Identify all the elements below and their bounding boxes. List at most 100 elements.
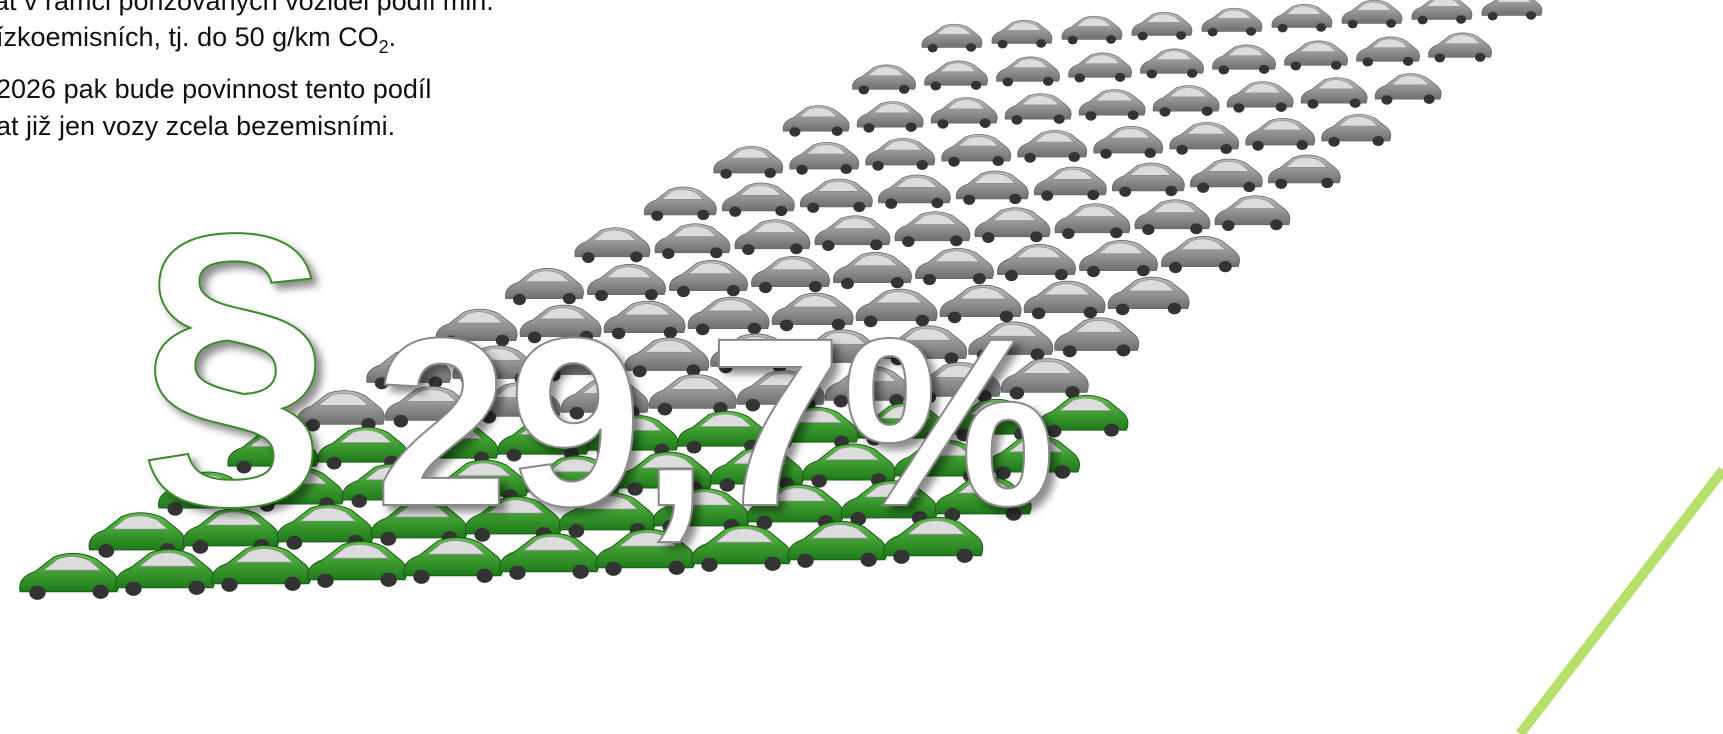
wheel bbox=[1168, 303, 1181, 315]
wheel bbox=[1142, 224, 1154, 235]
wheel bbox=[710, 247, 722, 258]
wheel bbox=[906, 122, 917, 132]
car bbox=[783, 106, 849, 137]
wheel bbox=[1386, 19, 1396, 28]
wheel bbox=[966, 43, 976, 52]
wheel bbox=[928, 44, 938, 53]
wheel bbox=[317, 574, 333, 588]
wheel bbox=[1221, 144, 1232, 154]
wheel bbox=[950, 235, 962, 246]
wheel bbox=[973, 273, 986, 284]
wheel bbox=[931, 198, 943, 208]
car bbox=[815, 216, 890, 251]
car bbox=[1272, 4, 1332, 32]
car bbox=[1375, 74, 1441, 105]
wheel bbox=[917, 160, 928, 170]
wheel bbox=[1117, 344, 1131, 356]
car bbox=[20, 553, 119, 599]
wheel bbox=[1009, 194, 1021, 204]
wheel bbox=[93, 585, 109, 599]
car bbox=[1005, 94, 1071, 125]
car bbox=[1301, 78, 1367, 109]
wheel bbox=[1176, 31, 1186, 40]
wheel bbox=[1381, 95, 1392, 105]
wheel bbox=[765, 168, 776, 178]
car bbox=[895, 212, 970, 247]
wheel bbox=[923, 274, 936, 285]
car bbox=[956, 171, 1028, 205]
wheel bbox=[1190, 223, 1202, 234]
car bbox=[857, 102, 923, 133]
car bbox=[1112, 163, 1184, 197]
car bbox=[1161, 236, 1239, 273]
wheel bbox=[807, 202, 819, 212]
wheel bbox=[1526, 11, 1536, 20]
wheel bbox=[573, 565, 589, 579]
wheel bbox=[1030, 231, 1042, 242]
wheel bbox=[1197, 182, 1209, 192]
car bbox=[878, 175, 950, 209]
wheel bbox=[775, 206, 787, 216]
wheel bbox=[1246, 27, 1256, 36]
wheel bbox=[765, 557, 781, 571]
car bbox=[212, 545, 311, 591]
wheel bbox=[351, 494, 366, 507]
car bbox=[833, 252, 911, 289]
wheel bbox=[1321, 178, 1333, 188]
wheel bbox=[1259, 65, 1269, 74]
wheel bbox=[841, 164, 852, 174]
wheel bbox=[1041, 190, 1053, 200]
wheel bbox=[853, 202, 865, 212]
wheel bbox=[1328, 137, 1339, 147]
car bbox=[655, 224, 730, 259]
wheel bbox=[1036, 39, 1046, 48]
wheel bbox=[859, 85, 869, 94]
wheel bbox=[381, 573, 397, 587]
car bbox=[1227, 82, 1293, 113]
wheel bbox=[937, 119, 948, 129]
car bbox=[997, 244, 1075, 281]
wheel bbox=[1316, 23, 1326, 32]
car-window bbox=[1496, 0, 1531, 2]
wheel bbox=[1307, 99, 1318, 109]
wheel bbox=[1270, 219, 1282, 230]
paragraph-symbol: § bbox=[140, 163, 329, 543]
wheel bbox=[1138, 32, 1148, 41]
subscript: 2 bbox=[379, 37, 389, 57]
car bbox=[1322, 114, 1391, 146]
wheel bbox=[1054, 114, 1065, 124]
wheel bbox=[899, 85, 909, 94]
wheel bbox=[1055, 269, 1068, 280]
wheel bbox=[630, 251, 642, 262]
car bbox=[1079, 240, 1157, 277]
wheel bbox=[285, 577, 301, 591]
car bbox=[1212, 45, 1275, 75]
wheel bbox=[1165, 186, 1177, 196]
wheel bbox=[1128, 110, 1139, 120]
wheel bbox=[1297, 140, 1308, 150]
wheel bbox=[1275, 178, 1287, 188]
wheel bbox=[1147, 69, 1157, 78]
wheel bbox=[1106, 35, 1116, 44]
wheel bbox=[662, 248, 674, 259]
wheel bbox=[1350, 98, 1361, 108]
car bbox=[1018, 130, 1087, 162]
wheel bbox=[720, 169, 731, 179]
wheel bbox=[863, 123, 874, 133]
wheel bbox=[789, 127, 800, 137]
wheel bbox=[1062, 228, 1074, 239]
wheel bbox=[1087, 190, 1099, 200]
car bbox=[1055, 204, 1130, 239]
wheel bbox=[1418, 16, 1428, 25]
wheel bbox=[221, 578, 237, 592]
car bbox=[1034, 167, 1106, 201]
wheel bbox=[701, 558, 717, 572]
car bbox=[922, 24, 982, 52]
wheel bbox=[1100, 149, 1111, 159]
car bbox=[1284, 41, 1347, 71]
wheel bbox=[1087, 266, 1100, 277]
car bbox=[1135, 200, 1210, 235]
percentage: 29,7% bbox=[375, 288, 1056, 556]
wheel bbox=[669, 561, 685, 575]
wheel bbox=[729, 206, 741, 216]
